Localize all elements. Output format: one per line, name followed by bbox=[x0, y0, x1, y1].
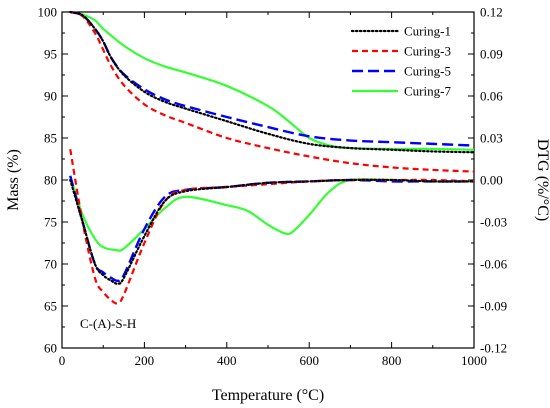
x-tick-labels: 0 200 400 600 800 1000 bbox=[59, 353, 487, 368]
y-left-tick-label: 95 bbox=[44, 47, 57, 62]
y-right-tick-label: -0.12 bbox=[480, 341, 507, 356]
tg-curve-curing-3 bbox=[69, 10, 475, 173]
y-right-axis-title: DTG (%/°C) bbox=[534, 139, 550, 221]
y-right-tick-label: 0.09 bbox=[480, 47, 503, 62]
x-tick-label: 1000 bbox=[461, 353, 487, 368]
y-left-tick-labels: 60 65 70 75 80 85 90 95 100 bbox=[38, 5, 58, 356]
y-left-tick-label: 90 bbox=[44, 89, 57, 104]
y-left-tick-label: 80 bbox=[44, 173, 57, 188]
legend-label-curing-5: Curing-5 bbox=[404, 64, 451, 79]
x-tick-label: 200 bbox=[135, 353, 155, 368]
legend-label-curing-3: Curing-3 bbox=[404, 44, 451, 59]
y-left-tick-label: 65 bbox=[44, 299, 57, 314]
y-left-axis-title: Mass (%) bbox=[5, 149, 22, 211]
axis-ticks bbox=[61, 11, 475, 349]
x-tick-label: 400 bbox=[217, 353, 237, 368]
legend-label-curing-7: Curing-7 bbox=[404, 84, 451, 99]
tg-curve-curing-5 bbox=[69, 10, 475, 147]
curves bbox=[69, 10, 476, 305]
y-left-tick-label: 85 bbox=[44, 131, 57, 146]
y-right-tick-label: 0.00 bbox=[480, 173, 503, 188]
dtg-curve-curing-7 bbox=[69, 175, 475, 252]
y-left-tick-label: 75 bbox=[44, 215, 57, 230]
y-left-tick-label: 70 bbox=[44, 257, 57, 272]
x-tick-label: 600 bbox=[299, 353, 319, 368]
y-right-tick-labels: -0.12 -0.09 -0.06 -0.03 0.00 0.03 0.06 0.09 0.12 bbox=[480, 5, 508, 356]
y-right-tick-label: -0.09 bbox=[480, 299, 507, 314]
y-right-tick-label: 0.06 bbox=[480, 89, 503, 104]
y-right-tick-label: -0.06 bbox=[480, 257, 508, 272]
y-left-tick-label: 100 bbox=[38, 5, 58, 20]
x-axis-title: Temperature (°C) bbox=[212, 387, 324, 404]
y-left-tick-label: 60 bbox=[44, 341, 57, 356]
dtg-curve-curing-1 bbox=[69, 178, 476, 285]
y-right-tick-label: 0.03 bbox=[480, 131, 503, 146]
legend-label-curing-1: Curing-1 bbox=[404, 24, 451, 39]
y-right-tick-label: 0.12 bbox=[480, 5, 503, 20]
y-right-tick-label: -0.03 bbox=[480, 215, 507, 230]
x-tick-label: 0 bbox=[59, 353, 66, 368]
legend: Curing-1 Curing-3 Curing-5 Curing-7 bbox=[350, 24, 451, 99]
phase-annotation: C-(A)-S-H bbox=[80, 316, 136, 331]
tg-curve-curing-1 bbox=[69, 10, 476, 154]
x-tick-label: 800 bbox=[382, 353, 402, 368]
